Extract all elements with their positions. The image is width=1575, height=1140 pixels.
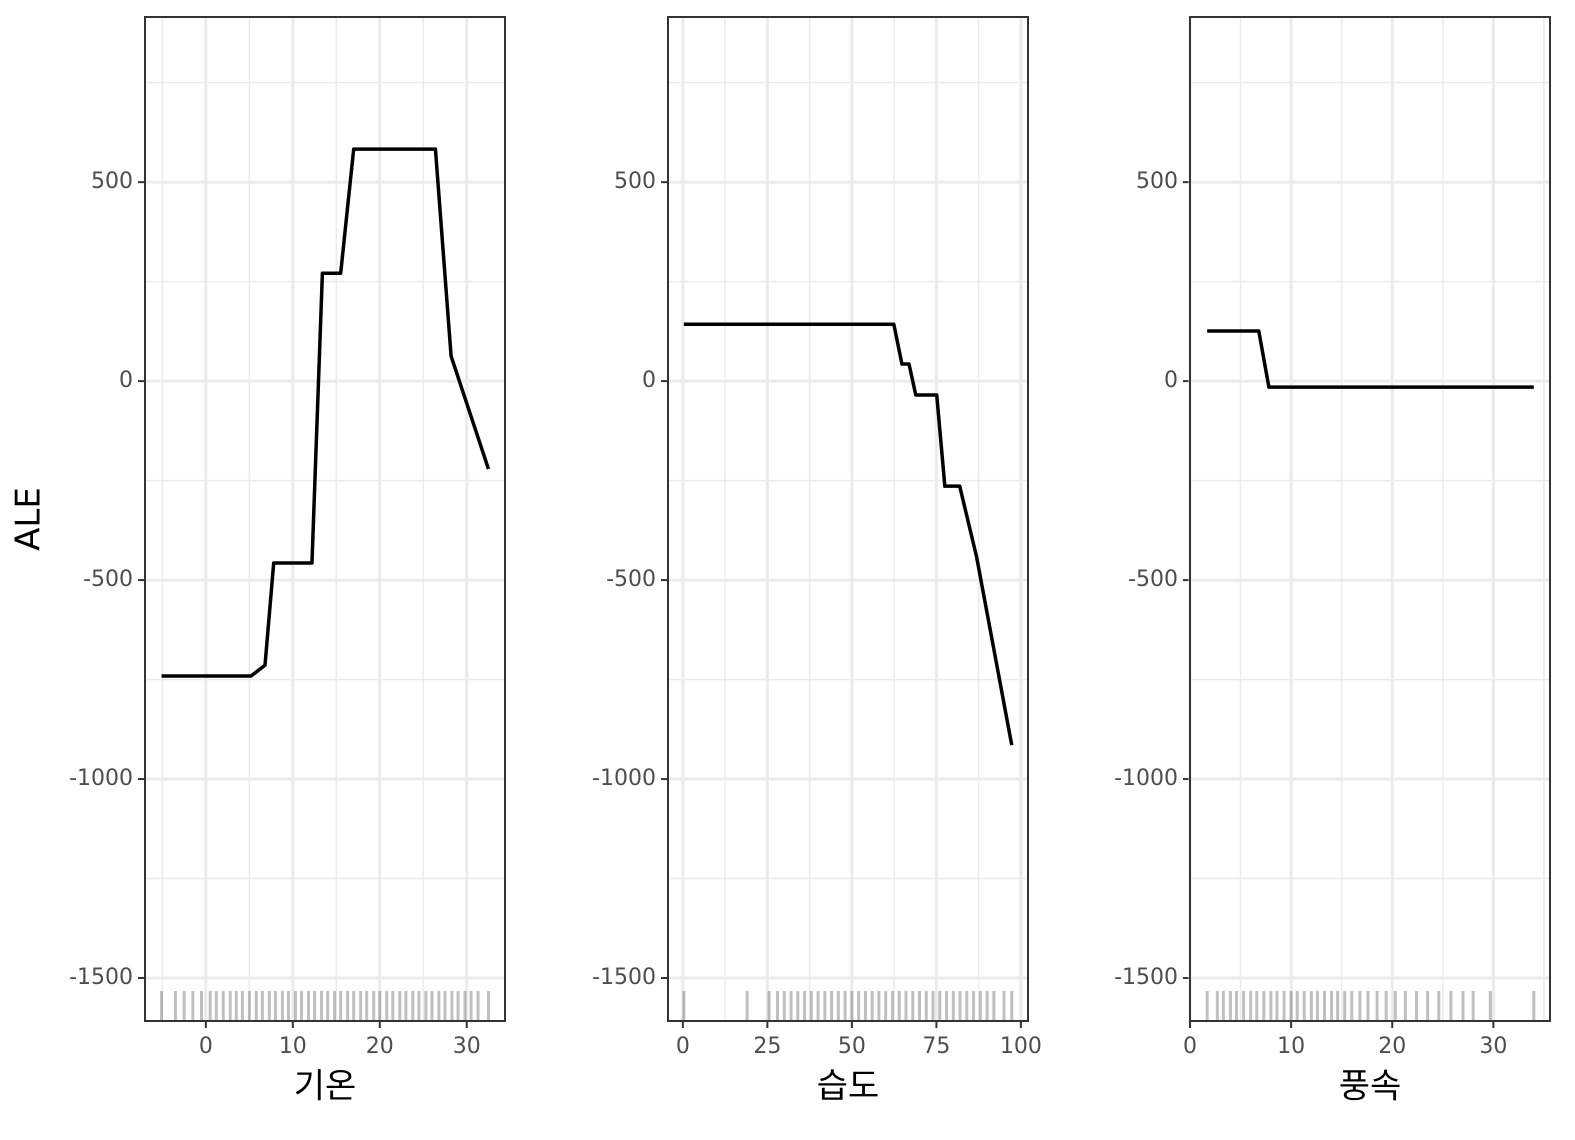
y-tick-label: 0 xyxy=(119,368,133,393)
y-tick-label: -1500 xyxy=(1114,965,1178,990)
ale-line xyxy=(161,147,491,678)
x-axis-title: 풍속 xyxy=(1339,1067,1402,1107)
y-tick-label: -1500 xyxy=(69,965,133,990)
x-tick-label: 0 xyxy=(676,1034,690,1059)
x-tick-label: 20 xyxy=(1378,1034,1406,1059)
x-tick-label: 0 xyxy=(199,1034,213,1059)
y-tick-label: -500 xyxy=(606,567,656,592)
y-tick-label: 500 xyxy=(1136,169,1178,194)
panel-border xyxy=(144,16,506,1022)
x-tick-label: 100 xyxy=(1000,1034,1042,1059)
y-tick-label: 0 xyxy=(642,368,656,393)
x-tick-label: 20 xyxy=(366,1034,394,1059)
y-tick-label: 0 xyxy=(1164,368,1178,393)
y-tick-label: -1000 xyxy=(69,766,133,791)
ale-line xyxy=(1207,329,1534,389)
x-tick-label: 75 xyxy=(922,1034,950,1059)
y-tick-label: -1500 xyxy=(592,965,656,990)
panel-border xyxy=(1189,16,1551,1022)
x-axis-title: 습도 xyxy=(817,1067,880,1107)
ale-line xyxy=(683,322,1014,746)
y-tick-label: -500 xyxy=(1128,567,1178,592)
x-tick-label: 10 xyxy=(279,1034,307,1059)
y-tick-label: -500 xyxy=(83,567,133,592)
x-tick-label: 0 xyxy=(1183,1034,1197,1059)
y-tick-label: -1000 xyxy=(592,766,656,791)
x-tick-label: 50 xyxy=(838,1034,866,1059)
x-tick-label: 10 xyxy=(1277,1034,1305,1059)
x-tick-label: 25 xyxy=(753,1034,781,1059)
panel-border xyxy=(667,16,1029,1022)
x-tick-label: 30 xyxy=(1479,1034,1507,1059)
x-axis-title: 기온 xyxy=(294,1067,357,1107)
y-tick-label: -1000 xyxy=(1114,766,1178,791)
y-axis-title: ALE xyxy=(9,487,49,551)
y-tick-label: 500 xyxy=(614,169,656,194)
y-tick-label: 500 xyxy=(91,169,133,194)
x-tick-label: 30 xyxy=(453,1034,481,1059)
